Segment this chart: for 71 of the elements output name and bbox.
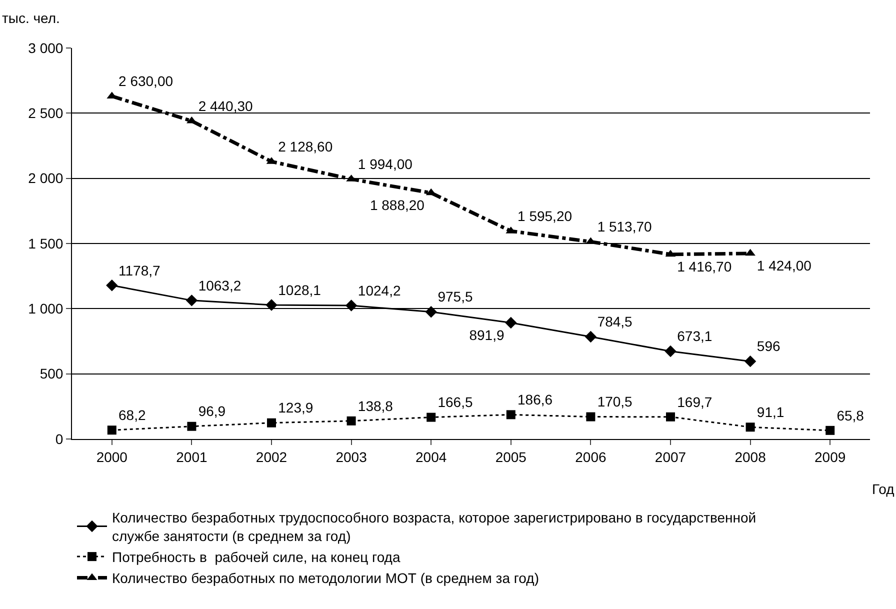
data-label: 186,6 xyxy=(518,392,553,408)
point xyxy=(826,426,835,435)
legend-label: Количество безработных по методологии МОТ (в среднем за год) xyxy=(112,570,539,586)
data-label: 96,9 xyxy=(198,403,226,420)
point xyxy=(745,248,756,256)
data-label: 1178,7 xyxy=(118,262,161,278)
x-tick-label: 2001 xyxy=(176,448,208,465)
data-label: 138,8 xyxy=(358,398,394,414)
x-tick-label: 2003 xyxy=(336,448,368,465)
legend-label: Количество безработных трудоспособного возраста, которое зарегистрировано в государственной службе занятости (в среднем за год) xyxy=(112,510,756,544)
data-label: 1028,1 xyxy=(278,282,322,298)
x-tick-label: 2007 xyxy=(654,448,686,465)
data-label: 1 994,00 xyxy=(358,156,413,172)
data-label: 596 xyxy=(756,338,780,354)
point xyxy=(267,418,276,428)
data-label: 2 128,60 xyxy=(278,138,333,154)
point xyxy=(584,330,597,343)
data-label: 891,9 xyxy=(469,326,504,343)
x-tick-label: 2005 xyxy=(495,448,527,465)
data-label: 68,2 xyxy=(118,406,146,423)
point xyxy=(345,300,358,312)
point xyxy=(586,412,596,422)
point xyxy=(346,416,356,426)
x-tick-label: 2000 xyxy=(96,448,128,465)
data-label: 1 595,20 xyxy=(518,208,572,224)
x-tick-label: 2008 xyxy=(734,448,766,465)
point xyxy=(746,422,755,432)
y-tick-label: 500 xyxy=(40,366,64,382)
point xyxy=(664,345,676,358)
data-label: 784,5 xyxy=(597,314,633,330)
data-label: 1 424,00 xyxy=(756,258,812,274)
y-tick-label: 2 000 xyxy=(28,170,64,186)
data-label: 65,8 xyxy=(836,407,864,424)
point xyxy=(187,422,196,431)
data-label: 673,1 xyxy=(677,328,712,344)
point xyxy=(744,355,756,368)
y-tick-label: 1 500 xyxy=(28,235,64,252)
y-tick-label: 1 000 xyxy=(28,300,64,317)
point xyxy=(186,116,197,124)
x-tick-label: 2006 xyxy=(575,448,606,465)
x-tick-label: 2002 xyxy=(256,448,288,465)
data-label: 1 513,70 xyxy=(597,218,652,235)
data-label: 166,5 xyxy=(438,394,473,410)
x-tick-label: 2009 xyxy=(814,448,846,465)
data-label: 123,9 xyxy=(278,400,314,416)
point xyxy=(506,410,516,420)
point xyxy=(425,306,437,318)
y-axis-title: тыс. чел. xyxy=(2,10,60,26)
y-tick-label: 2 500 xyxy=(28,105,64,122)
point xyxy=(106,280,118,292)
point xyxy=(186,294,198,306)
data-label: 169,7 xyxy=(677,394,712,410)
data-label: 2 440,30 xyxy=(198,98,254,114)
x-axis-title: Год xyxy=(872,481,894,497)
x-tick-label: 2004 xyxy=(416,448,447,465)
data-label: 975,5 xyxy=(438,288,473,305)
point xyxy=(266,299,278,311)
point xyxy=(666,412,675,422)
point xyxy=(505,316,517,329)
point xyxy=(107,426,116,435)
data-label: 1 416,70 xyxy=(677,258,732,274)
data-label: 170,5 xyxy=(597,394,633,410)
data-label: 91,1 xyxy=(756,404,784,420)
data-label: 1024,2 xyxy=(358,282,401,298)
y-tick-label: 3 000 xyxy=(28,40,64,56)
data-label: 2 630,00 xyxy=(118,73,174,90)
y-tick-label: 0 xyxy=(55,430,64,447)
legend-label: Потребность в рабочей силе, на конец года xyxy=(112,549,400,566)
data-label: 1063,2 xyxy=(198,277,242,294)
point xyxy=(426,412,436,422)
data-label: 1 888,20 xyxy=(370,197,425,214)
